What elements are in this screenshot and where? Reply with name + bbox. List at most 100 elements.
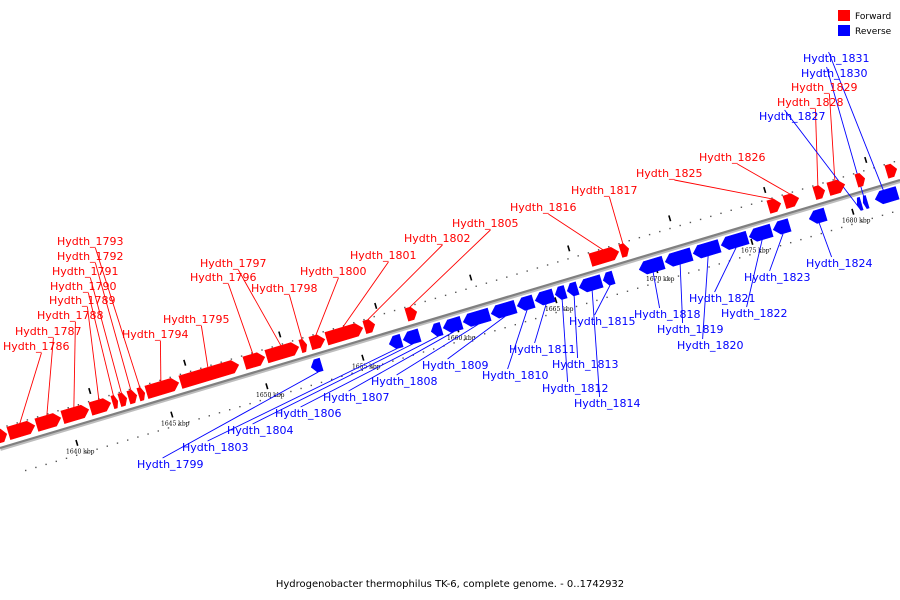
gene-label[interactable]: Hydth_1790 xyxy=(50,280,117,293)
reverse-gene[interactable] xyxy=(516,294,536,311)
gene-label[interactable]: Hydth_1822 xyxy=(721,307,788,320)
gene-label[interactable]: Hydth_1811 xyxy=(509,343,576,356)
scale-dot xyxy=(371,366,374,368)
gene-label[interactable]: Hydth_1828 xyxy=(777,96,844,109)
gene-label[interactable]: Hydth_1816 xyxy=(510,201,577,214)
forward-gene[interactable] xyxy=(782,193,800,209)
reverse-gene[interactable] xyxy=(638,255,666,275)
reverse-gene[interactable] xyxy=(554,285,568,300)
forward-gene[interactable] xyxy=(404,306,418,322)
forward-gene[interactable] xyxy=(362,319,376,334)
gene-label[interactable]: Hydth_1826 xyxy=(699,151,766,164)
forward-gene[interactable] xyxy=(144,378,180,399)
reverse-gene[interactable] xyxy=(310,357,324,373)
gene-label[interactable]: Hydth_1813 xyxy=(552,358,619,371)
gene-label[interactable]: Hydth_1810 xyxy=(482,369,549,382)
scale-dot xyxy=(557,261,559,263)
reverse-gene[interactable] xyxy=(566,281,580,297)
gene-label[interactable]: Hydth_1803 xyxy=(182,441,249,454)
scale-dot xyxy=(820,232,822,235)
reverse-gene[interactable] xyxy=(430,321,444,337)
reverse-gene[interactable] xyxy=(874,186,900,205)
forward-gene[interactable] xyxy=(136,387,146,402)
gene-label[interactable]: Hydth_1829 xyxy=(791,81,858,94)
forward-gene[interactable] xyxy=(0,428,8,444)
gene-label[interactable]: Hydth_1815 xyxy=(569,315,636,328)
reverse-gene[interactable] xyxy=(490,299,518,319)
gene-label[interactable]: Hydth_1795 xyxy=(163,313,230,326)
gene-label[interactable]: Hydth_1796 xyxy=(190,271,257,284)
reverse-gene[interactable] xyxy=(462,307,492,327)
gene-label[interactable]: Hydth_1793 xyxy=(57,235,124,248)
gene-label[interactable]: Hydth_1806 xyxy=(275,407,342,420)
gene-label[interactable]: Hydth_1797 xyxy=(200,257,267,270)
forward-gene[interactable] xyxy=(264,342,300,364)
forward-gene[interactable] xyxy=(298,338,308,354)
forward-gene[interactable] xyxy=(242,352,266,370)
gene-label[interactable]: Hydth_1831 xyxy=(803,52,870,65)
forward-gene[interactable] xyxy=(324,323,364,346)
gene-label[interactable]: Hydth_1789 xyxy=(49,294,116,307)
forward-gene[interactable] xyxy=(618,243,630,258)
gene-label[interactable]: Hydth_1802 xyxy=(404,232,471,245)
gene-label[interactable]: Hydth_1786 xyxy=(3,340,70,353)
forward-gene[interactable] xyxy=(60,404,90,424)
gene-label[interactable]: Hydth_1800 xyxy=(300,265,367,278)
gene-label[interactable]: Hydth_1823 xyxy=(744,271,811,284)
reverse-gene[interactable] xyxy=(402,328,422,345)
forward-gene[interactable] xyxy=(117,392,128,407)
gene-label[interactable]: Hydth_1792 xyxy=(57,250,124,263)
gene-label[interactable]: Hydth_1808 xyxy=(371,375,438,388)
gene-label[interactable]: Hydth_1824 xyxy=(806,257,873,270)
gene-label[interactable]: Hydth_1805 xyxy=(452,217,519,230)
gene-label[interactable]: Hydth_1807 xyxy=(323,391,390,404)
scale-dot xyxy=(506,276,508,278)
reverse-gene[interactable] xyxy=(772,218,792,235)
reverse-gene[interactable] xyxy=(388,333,404,350)
forward-gene[interactable] xyxy=(178,360,240,389)
gene-label[interactable]: Hydth_1820 xyxy=(677,339,744,352)
forward-gene[interactable] xyxy=(6,420,36,441)
reverse-gene[interactable] xyxy=(442,316,464,333)
gene-label[interactable]: Hydth_1787 xyxy=(15,325,82,338)
reverse-gene[interactable] xyxy=(602,270,616,286)
forward-gene[interactable] xyxy=(854,173,866,188)
reverse-gene[interactable] xyxy=(664,247,694,267)
forward-gene[interactable] xyxy=(34,413,62,432)
gene-label[interactable]: Hydth_1818 xyxy=(634,308,701,321)
reverse-gene[interactable] xyxy=(534,288,556,306)
gene-label[interactable]: Hydth_1804 xyxy=(227,424,294,437)
gene-label[interactable]: Hydth_1821 xyxy=(689,292,756,305)
forward-gene[interactable] xyxy=(126,389,138,405)
reverse-gene[interactable] xyxy=(808,207,828,224)
reverse-gene[interactable] xyxy=(692,239,722,259)
gene-label[interactable]: Hydth_1819 xyxy=(657,323,724,336)
forward-gene[interactable] xyxy=(308,334,326,351)
gene-label[interactable]: Hydth_1825 xyxy=(636,167,703,180)
reverse-gene[interactable] xyxy=(720,230,750,250)
gene-label[interactable]: Hydth_1801 xyxy=(350,249,417,262)
reverse-gene[interactable] xyxy=(862,195,870,209)
forward-gene[interactable] xyxy=(766,198,782,214)
forward-gene[interactable] xyxy=(812,185,826,200)
reverse-gene[interactable] xyxy=(578,274,604,293)
gene-label[interactable]: Hydth_1830 xyxy=(801,67,868,80)
gene-label[interactable]: Hydth_1799 xyxy=(137,458,204,471)
gene-label[interactable]: Hydth_1814 xyxy=(574,397,641,410)
forward-gene[interactable] xyxy=(588,246,620,267)
gene-label[interactable]: Hydth_1794 xyxy=(122,328,189,341)
gene-label[interactable]: Hydth_1812 xyxy=(542,382,609,395)
gene-label[interactable]: Hydth_1791 xyxy=(52,265,119,278)
gene-label[interactable]: Hydth_1798 xyxy=(251,282,318,295)
gene-label[interactable]: Hydth_1827 xyxy=(759,110,826,123)
reverse-gene[interactable] xyxy=(856,196,864,211)
forward-gene[interactable] xyxy=(88,398,112,416)
forward-gene[interactable] xyxy=(884,163,898,179)
gene-label[interactable]: Hydth_1809 xyxy=(422,359,489,372)
scale-dot xyxy=(669,227,671,230)
gene-label[interactable]: Hydth_1817 xyxy=(571,184,638,197)
reverse-gene[interactable] xyxy=(748,223,774,242)
forward-gene[interactable] xyxy=(826,179,846,196)
gene-label[interactable]: Hydth_1788 xyxy=(37,309,104,322)
forward-gene[interactable] xyxy=(110,395,119,410)
